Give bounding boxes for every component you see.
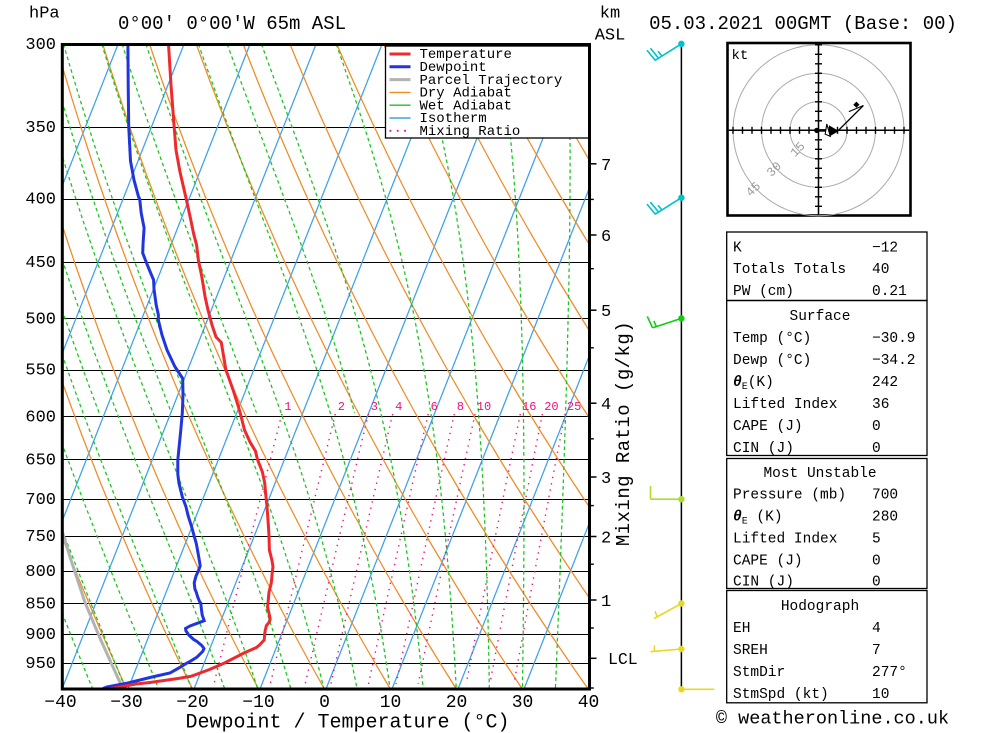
svg-text:θE (K): θE (K): [733, 510, 783, 528]
svg-text:Lifted Index: Lifted Index: [733, 532, 838, 548]
svg-text:Dewp (°C): Dewp (°C): [733, 353, 811, 369]
svg-text:CIN (J): CIN (J): [733, 441, 794, 457]
svg-text:−34.2: −34.2: [872, 353, 916, 369]
svg-text:4: 4: [395, 400, 402, 414]
svg-text:1: 1: [284, 400, 291, 414]
svg-text:−30.9: −30.9: [872, 331, 916, 347]
svg-text:CAPE (J): CAPE (J): [733, 419, 803, 435]
svg-text:hPa: hPa: [29, 5, 60, 24]
svg-text:7: 7: [872, 643, 881, 659]
svg-text:Dry Adiabat: Dry Adiabat: [420, 86, 512, 102]
svg-text:40: 40: [872, 262, 889, 278]
svg-text:Surface: Surface: [790, 309, 851, 325]
svg-text:K: K: [733, 240, 742, 256]
svg-text:Most Unstable: Most Unstable: [763, 466, 876, 482]
svg-text:Dewpoint: Dewpoint: [420, 60, 487, 76]
svg-text:242: 242: [872, 375, 898, 391]
svg-text:5: 5: [601, 303, 611, 322]
svg-text:400: 400: [25, 191, 56, 210]
svg-text:kt: kt: [732, 48, 749, 64]
svg-text:Pressure (mb): Pressure (mb): [733, 488, 846, 504]
svg-text:950: 950: [25, 655, 56, 674]
svg-text:20: 20: [446, 693, 468, 713]
svg-text:277°: 277°: [872, 665, 907, 681]
svg-text:CAPE (J): CAPE (J): [733, 554, 803, 570]
svg-text:EH: EH: [733, 621, 750, 637]
svg-text:36: 36: [872, 397, 889, 413]
svg-text:Mixing Ratio (g/kg): Mixing Ratio (g/kg): [613, 321, 635, 546]
svg-text:350: 350: [25, 119, 56, 138]
svg-text:700: 700: [25, 491, 56, 510]
svg-text:Totals Totals: Totals Totals: [733, 262, 846, 278]
svg-text:450: 450: [25, 254, 56, 273]
svg-text:20: 20: [544, 400, 558, 414]
svg-text:700: 700: [872, 488, 898, 504]
svg-text:650: 650: [25, 451, 56, 470]
svg-text:4: 4: [872, 621, 881, 637]
svg-text:2: 2: [338, 400, 345, 414]
svg-text:Hodograph: Hodograph: [781, 599, 859, 615]
svg-text:Lifted Index: Lifted Index: [733, 397, 838, 413]
svg-text:3: 3: [371, 400, 378, 414]
svg-text:10: 10: [380, 693, 402, 713]
svg-text:© weatheronline.co.uk: © weatheronline.co.uk: [716, 709, 949, 730]
svg-text:600: 600: [25, 408, 56, 427]
svg-text:5: 5: [872, 532, 881, 548]
svg-text:Mixing Ratio: Mixing Ratio: [420, 124, 521, 140]
svg-text:750: 750: [25, 528, 56, 547]
svg-text:30: 30: [512, 693, 534, 713]
svg-text:4: 4: [601, 396, 611, 415]
svg-text:Temperature: Temperature: [420, 47, 512, 63]
svg-text:Temp (°C): Temp (°C): [733, 331, 811, 347]
svg-text:StmSpd (kt): StmSpd (kt): [733, 687, 829, 703]
svg-text:280: 280: [872, 510, 898, 526]
svg-text:0.21: 0.21: [872, 284, 907, 300]
svg-text:0: 0: [872, 441, 881, 457]
svg-text:16: 16: [522, 400, 536, 414]
svg-text:500: 500: [25, 310, 56, 329]
svg-text:3: 3: [601, 470, 611, 489]
svg-text:PW (cm): PW (cm): [733, 284, 794, 300]
svg-text:900: 900: [25, 626, 56, 645]
svg-text:800: 800: [25, 563, 56, 582]
svg-text:550: 550: [25, 362, 56, 381]
svg-text:StmDir: StmDir: [733, 665, 785, 681]
svg-text:8: 8: [457, 400, 464, 414]
svg-text:Dewpoint / Temperature (°C): Dewpoint / Temperature (°C): [185, 712, 509, 733]
svg-text:40: 40: [578, 693, 600, 713]
svg-text:850: 850: [25, 595, 56, 614]
svg-text:km: km: [600, 5, 620, 24]
svg-text:Wet Adiabat: Wet Adiabat: [420, 98, 512, 114]
svg-text:300: 300: [25, 36, 56, 55]
svg-text:6: 6: [431, 400, 438, 414]
svg-text:SREH: SREH: [733, 643, 768, 659]
svg-text:0: 0: [872, 419, 881, 435]
svg-text:0: 0: [872, 575, 881, 591]
svg-text:10: 10: [477, 400, 491, 414]
svg-text:0: 0: [872, 554, 881, 570]
svg-text:0°00' 0°00'W 65m ASL: 0°00' 0°00'W 65m ASL: [118, 13, 346, 35]
svg-text:LCL: LCL: [608, 650, 638, 669]
svg-text:05.03.2021 00GMT (Base: 00): 05.03.2021 00GMT (Base: 00): [649, 13, 957, 35]
svg-text:ASL: ASL: [595, 27, 626, 46]
svg-text:2: 2: [601, 530, 611, 549]
svg-text:−20: −20: [176, 693, 208, 713]
svg-text:25: 25: [567, 400, 581, 414]
svg-text:7: 7: [601, 157, 611, 176]
svg-text:CIN (J): CIN (J): [733, 575, 794, 591]
svg-text:0: 0: [319, 693, 330, 713]
svg-text:θE(K): θE(K): [733, 375, 774, 393]
svg-text:−10: −10: [242, 693, 274, 713]
svg-text:−12: −12: [872, 240, 898, 256]
svg-text:−30: −30: [110, 693, 142, 713]
svg-text:1: 1: [601, 593, 611, 612]
svg-text:−40: −40: [44, 693, 76, 713]
svg-text:Parcel Trajectory: Parcel Trajectory: [420, 73, 563, 89]
svg-text:10: 10: [872, 687, 889, 703]
svg-text:6: 6: [601, 228, 611, 247]
svg-text:Isotherm: Isotherm: [420, 111, 487, 127]
